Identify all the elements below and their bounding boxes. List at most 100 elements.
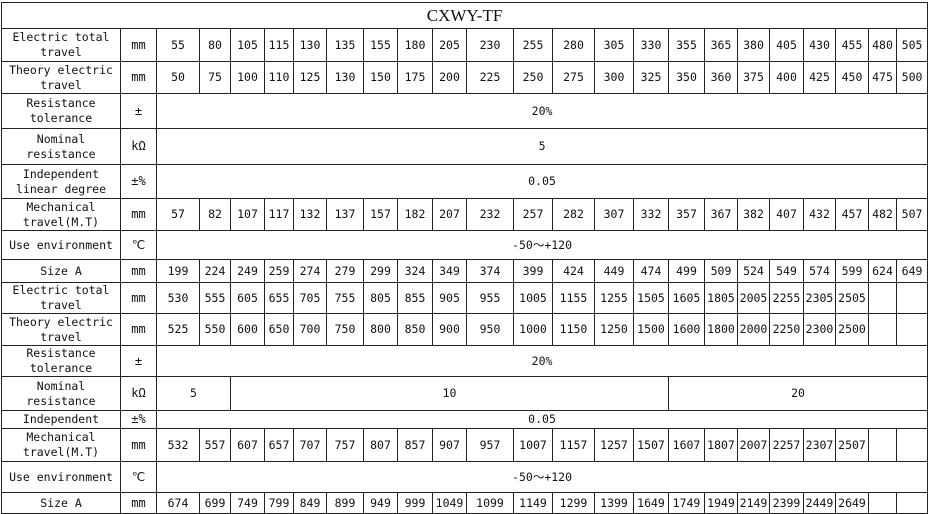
row-label: Resistance tolerance [1, 345, 121, 377]
value-cell: 1399 [594, 492, 634, 514]
value-cell: 382 [737, 198, 770, 231]
table-row: Nominal resistance kΩ 5 [1, 128, 929, 165]
value-cell: 1500 [633, 313, 669, 346]
value-cell: 949 [363, 492, 398, 514]
value-cell: 299 [363, 259, 398, 283]
value-cell: 2399 [769, 492, 804, 514]
value-cell: 574 [803, 259, 836, 283]
value-cell: 180 [397, 28, 433, 62]
value-cell: 1099 [466, 492, 514, 514]
value-cell: 250 [513, 61, 553, 94]
value-cell: 555 [199, 282, 231, 314]
value-cell: 707 [293, 428, 327, 462]
value-cell: 1600 [668, 313, 705, 346]
unit-cell: mm [120, 198, 157, 231]
value-cell: 1255 [594, 282, 634, 314]
value-cell: 1150 [552, 313, 595, 346]
value-cell: 135 [326, 28, 364, 62]
value-cell: 100 [230, 61, 265, 94]
value-cell: 367 [704, 198, 738, 231]
row-label: Use environment [1, 230, 121, 260]
value-cell: 349 [432, 259, 467, 283]
row-label: Independent linear degree [1, 164, 121, 199]
unit-cell: mm [120, 428, 157, 462]
value-cell: 2500 [835, 313, 869, 346]
value-cell: 850 [397, 313, 433, 346]
value-cell: 325 [633, 61, 669, 94]
value-cell: 1250 [594, 313, 634, 346]
value-cell: 507 [895, 198, 929, 231]
value-cell: 57 [156, 198, 200, 231]
value-cell: 350 [668, 61, 705, 94]
unit-cell: ℃ [120, 230, 157, 260]
value-cell: 2007 [737, 428, 770, 462]
value-cell: 374 [466, 259, 514, 283]
value-cell: 700 [293, 313, 327, 346]
value-cell: 1000 [513, 313, 553, 346]
value-cell: 200 [432, 61, 467, 94]
value-cell: 750 [326, 313, 364, 346]
value-cell: 755 [326, 282, 364, 314]
value-cell: 1299 [552, 492, 595, 514]
table-row: Electric total travel mm 55 80 105 115 130 135 1… [1, 28, 929, 62]
value-cell: 130 [293, 28, 327, 62]
value-cell: 1007 [513, 428, 553, 462]
value-cell [895, 313, 929, 346]
value-cell: 1605 [668, 282, 705, 314]
value-cell: 274 [293, 259, 327, 283]
row-label: Size A [1, 492, 121, 514]
merged-value-cell: 5 [156, 376, 231, 411]
value-cell: 705 [293, 282, 327, 314]
value-cell: 1805 [704, 282, 738, 314]
value-cell: 232 [466, 198, 514, 231]
value-cell: 455 [835, 28, 869, 62]
value-cell: 550 [199, 313, 231, 346]
value-cell [868, 492, 897, 514]
value-cell: 425 [803, 61, 836, 94]
merged-value-cell: 0.05 [155, 410, 929, 429]
value-cell: 2149 [737, 492, 770, 514]
value-cell: 1049 [432, 492, 467, 514]
value-cell: 279 [326, 259, 364, 283]
table-row: Mechanical travel(M.T) mm 57 82 107 117 132 137… [1, 198, 929, 231]
value-cell: 655 [264, 282, 294, 314]
unit-cell: ℃ [120, 461, 157, 493]
value-cell: 955 [466, 282, 514, 314]
table-row: Use environment ℃ -50～+120 [1, 461, 929, 493]
value-cell: 280 [552, 28, 595, 62]
value-cell: 300 [594, 61, 634, 94]
value-cell: 1800 [704, 313, 738, 346]
value-cell: 259 [264, 259, 294, 283]
value-cell: 255 [513, 28, 553, 62]
value-cell: 432 [803, 198, 836, 231]
unit-cell: mm [120, 259, 157, 283]
table-row: Independent ±% 0.05 [1, 410, 929, 429]
value-cell: 137 [326, 198, 364, 231]
value-cell: 1807 [704, 428, 738, 462]
value-cell: 1155 [552, 282, 595, 314]
value-cell: 605 [230, 282, 265, 314]
value-cell: 225 [466, 61, 514, 94]
value-cell: 475 [868, 61, 897, 94]
value-cell: 150 [363, 61, 398, 94]
value-cell: 130 [326, 61, 364, 94]
value-cell: 807 [363, 428, 398, 462]
row-label: Theory electric travel [1, 313, 121, 346]
unit-cell: ± [120, 345, 157, 377]
value-cell: 480 [868, 28, 897, 62]
value-cell: 1005 [513, 282, 553, 314]
unit-cell: mm [120, 492, 157, 514]
value-cell: 2250 [769, 313, 804, 346]
unit-cell: kΩ [120, 128, 157, 165]
value-cell: 400 [769, 61, 804, 94]
value-cell: 125 [293, 61, 327, 94]
value-cell: 749 [230, 492, 265, 514]
value-cell: 75 [199, 61, 231, 94]
value-cell: 107 [230, 198, 265, 231]
value-cell [895, 282, 929, 314]
value-cell: 1505 [633, 282, 669, 314]
value-cell: 1257 [594, 428, 634, 462]
value-cell: 505 [895, 28, 929, 62]
row-label: Electric total travel [1, 28, 121, 62]
